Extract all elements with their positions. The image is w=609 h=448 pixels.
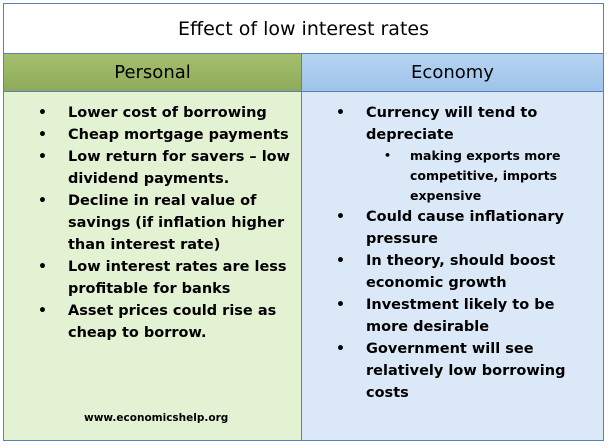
bullet-icon: • — [38, 149, 47, 165]
list-item-text: Low return for savers – low dividend pay… — [68, 149, 291, 187]
bullet-icon: • — [38, 105, 47, 121]
list-item: • Government will see relatively low borr… — [336, 338, 600, 404]
list-item-text: Could cause inflationary pressure — [366, 209, 564, 247]
bullet-icon: • — [38, 303, 47, 319]
table-title: Effect of low interest rates — [4, 4, 603, 54]
economy-list: • Currency will tend to depreciate • makin… — [336, 102, 600, 404]
economy-column: • Currency will tend to depreciate • makin… — [302, 92, 603, 440]
list-item: • Lower cost of borrowing — [38, 102, 300, 124]
list-item-text: In theory, should boost economic growth — [366, 253, 556, 291]
list-item-text: Investment likely to be more desirable — [366, 297, 555, 335]
list-item-text: Currency will tend to depreciate — [366, 105, 538, 143]
personal-header: Personal — [4, 54, 302, 92]
list-item: • In theory, should boost economic growth — [336, 250, 600, 294]
personal-column: • Lower cost of borrowing • Cheap mortgage… — [4, 92, 302, 440]
sub-list-item: • making exports more competitive, import… — [384, 146, 600, 206]
list-item-text: Government will see relatively low borro… — [366, 341, 566, 401]
bullet-icon: • — [336, 341, 345, 357]
bullet-icon: • — [38, 259, 47, 275]
bullet-icon: • — [336, 105, 345, 121]
list-item: • Decline in real value of savings (if in… — [38, 190, 300, 256]
list-item: • Could cause inflationary pressure — [336, 206, 600, 250]
personal-list: • Lower cost of borrowing • Cheap mortgage… — [38, 102, 300, 344]
list-item: • Cheap mortgage payments — [38, 124, 300, 146]
list-item-text: Cheap mortgage payments — [68, 127, 289, 143]
bullet-icon: • — [336, 253, 345, 269]
list-item-text: Decline in real value of savings (if inf… — [68, 193, 285, 253]
list-item-text: Lower cost of borrowing — [68, 105, 267, 121]
bullet-icon: • — [38, 127, 47, 143]
sub-bullet-icon: • — [384, 149, 392, 162]
list-item: • Currency will tend to depreciate — [336, 102, 600, 146]
list-item-text: Low interest rates are less profitable f… — [68, 259, 287, 297]
economy-sub-list: • making exports more competitive, import… — [336, 146, 600, 206]
list-item: • Investment likely to be more desirable — [336, 294, 600, 338]
table-frame: Effect of low interest rates Personal Ec… — [3, 3, 604, 441]
bullet-icon: • — [336, 297, 345, 313]
list-item: • Low return for savers – low dividend pa… — [38, 146, 300, 190]
sub-list-container: • making exports more competitive, import… — [336, 146, 600, 206]
bullet-icon: • — [38, 193, 47, 209]
economy-header: Economy — [302, 54, 603, 92]
source-url: www.economicshelp.org — [84, 412, 229, 424]
list-item: • Low interest rates are less profitable … — [38, 256, 300, 300]
list-item: • Asset prices could rise as cheap to bor… — [38, 300, 300, 344]
list-item-text: Asset prices could rise as cheap to borr… — [68, 303, 277, 341]
bullet-icon: • — [336, 209, 345, 225]
sub-list-item-text: making exports more competitive, imports… — [410, 148, 561, 203]
